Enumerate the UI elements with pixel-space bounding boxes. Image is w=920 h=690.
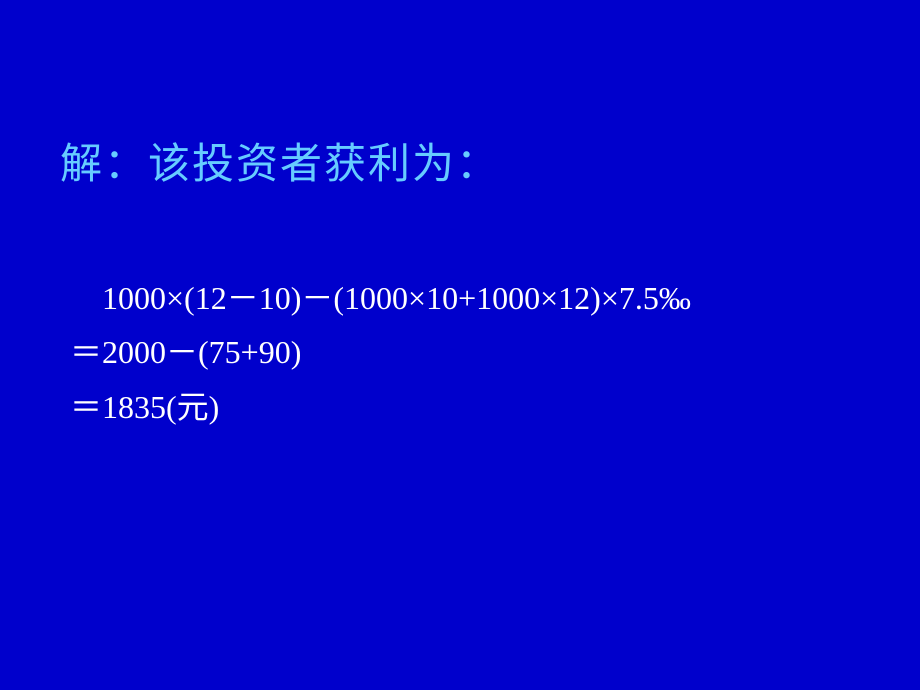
math-solution-block: 1000×(12－10)－(1000×10+1000×12)×7.5‰ ＝200…	[60, 271, 860, 434]
math-line-expression: 1000×(12－10)－(1000×10+1000×12)×7.5‰	[70, 271, 860, 325]
math-line-result: ＝1835(元)	[70, 380, 860, 434]
slide-title: 解：该投资者获利为：	[60, 130, 860, 191]
math-line-step: ＝2000－(75+90)	[70, 325, 860, 379]
slide-container: 解：该投资者获利为： 1000×(12－10)－(1000×10+1000×12…	[0, 0, 920, 690]
